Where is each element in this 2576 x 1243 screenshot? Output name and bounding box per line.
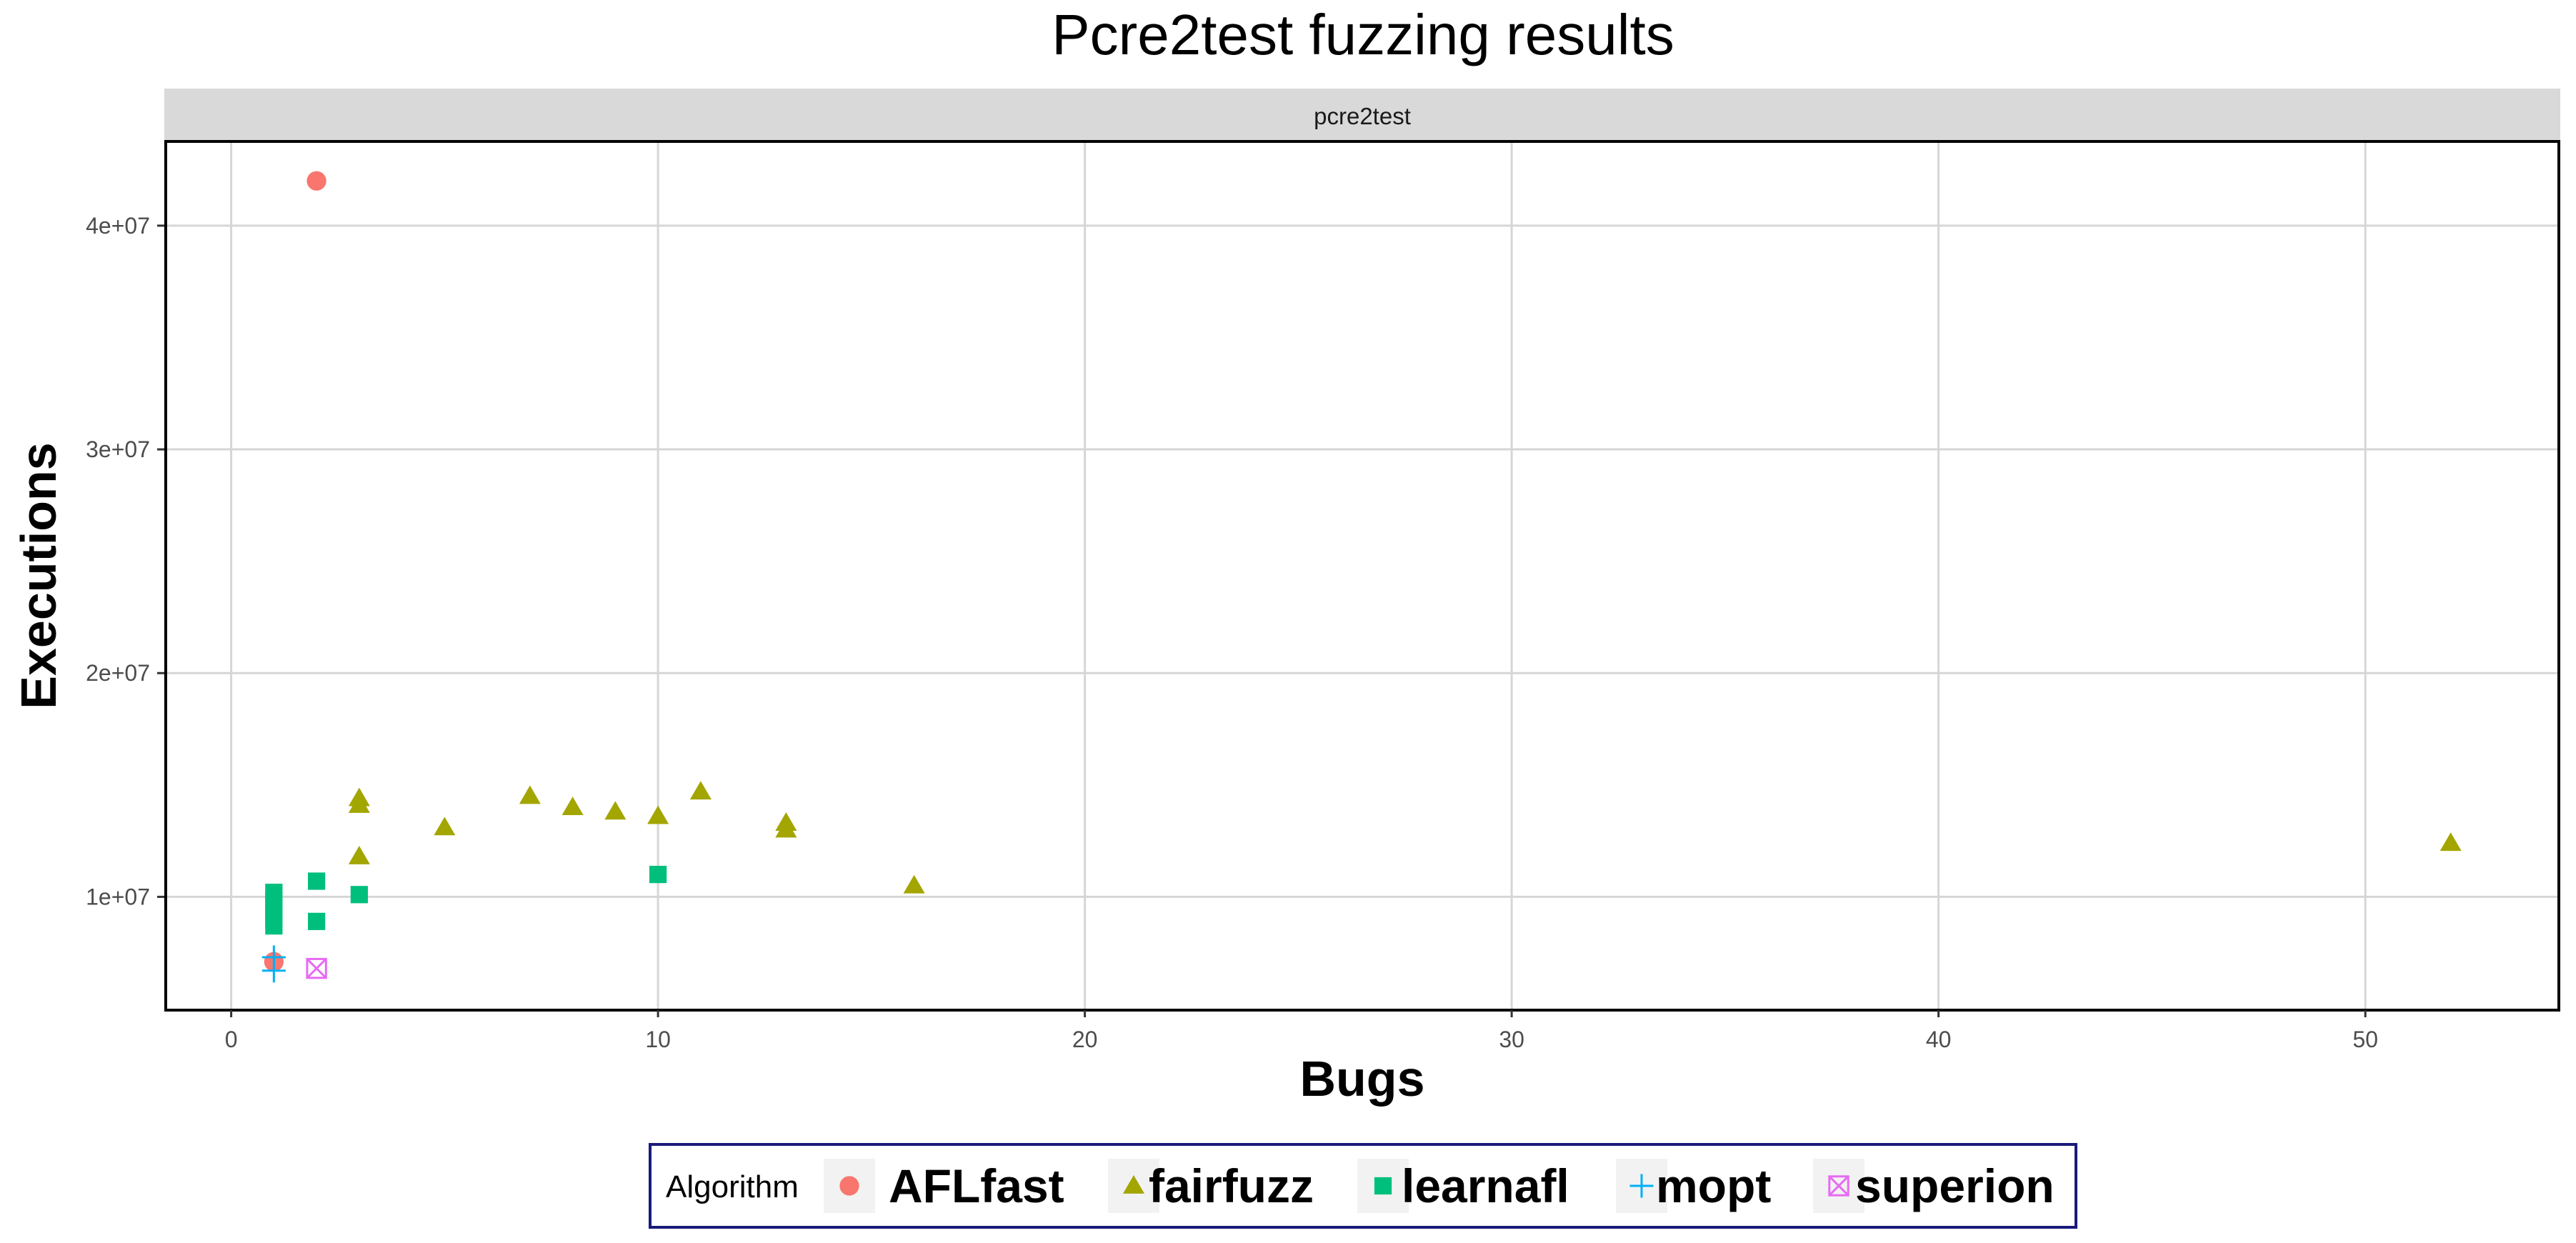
legend-label-superion: superion <box>1855 1159 2055 1212</box>
data-point-learnafl <box>649 865 667 884</box>
legend-label-fairfuzz: fairfuzz <box>1149 1159 1314 1212</box>
data-point-fairfuzz <box>604 801 626 820</box>
y-tick-label: 2e+07 <box>86 660 150 686</box>
legend-items: AFLfast fairfuzz learnafl mopt superion <box>824 1159 2055 1213</box>
data-point-fairfuzz <box>903 874 925 894</box>
data-point-aflfast <box>306 171 326 191</box>
data-point-fairfuzz <box>2440 832 2462 852</box>
data-point-mopt <box>261 959 286 983</box>
x-tick-label: 50 <box>2352 1027 2378 1052</box>
legend-key-aflfast <box>839 1176 859 1196</box>
x-tick-label: 40 <box>1926 1027 1952 1052</box>
grid-lines <box>167 143 2557 1009</box>
data-point-fairfuzz <box>647 805 669 824</box>
y-tick-label: 3e+07 <box>86 436 150 462</box>
facet-label: pcre2test <box>1314 103 1411 129</box>
chart-title: Pcre2test fuzzing results <box>1052 3 1674 66</box>
data-point-fairfuzz <box>561 797 584 816</box>
data-point-learnafl <box>350 886 368 904</box>
data-point-fairfuzz <box>348 846 370 864</box>
legend-key-fairfuzz <box>1122 1174 1145 1194</box>
data-point-fairfuzz <box>775 819 797 838</box>
x-axis-label: Bugs <box>1300 1051 1425 1107</box>
x-tick-label: 20 <box>1072 1027 1098 1052</box>
plot-panel-border <box>164 140 2560 1012</box>
legend-title: Algorithm <box>666 1169 799 1204</box>
data-point-learnafl <box>308 872 326 890</box>
facet-strip <box>164 89 2560 141</box>
data-point-fairfuzz <box>434 817 456 836</box>
legend-label-mopt: mopt <box>1656 1159 1771 1212</box>
y-axis-label: Executions <box>11 442 66 709</box>
y-tick-label: 1e+07 <box>86 884 150 909</box>
x-tick-label: 0 <box>225 1027 238 1052</box>
x-tick-label: 10 <box>645 1027 671 1052</box>
legend-key-superion <box>1828 1175 1849 1197</box>
legend-label-aflfast: AFLfast <box>889 1159 1064 1212</box>
data-points <box>261 171 2462 983</box>
data-point-learnafl <box>308 912 326 930</box>
legend-key-learnafl <box>1374 1177 1392 1195</box>
data-point-fairfuzz <box>689 781 712 800</box>
axis-ticks: 0 10 20 30 40 50 1e+07 2e+07 3e+07 4e+07 <box>86 213 2378 1052</box>
legend: Algorithm AFLfast fairfuzz learnafl mopt sup… <box>649 1143 2077 1229</box>
legend-label-learnafl: learnafl <box>1402 1159 1569 1212</box>
data-point-learnafl <box>265 917 283 935</box>
data-point-fairfuzz <box>348 794 370 813</box>
x-tick-label: 30 <box>1499 1027 1524 1052</box>
y-tick-label: 4e+07 <box>86 213 150 239</box>
data-point-superion <box>306 957 327 979</box>
legend-key-mopt <box>1629 1174 1654 1198</box>
data-point-fairfuzz <box>519 785 541 804</box>
